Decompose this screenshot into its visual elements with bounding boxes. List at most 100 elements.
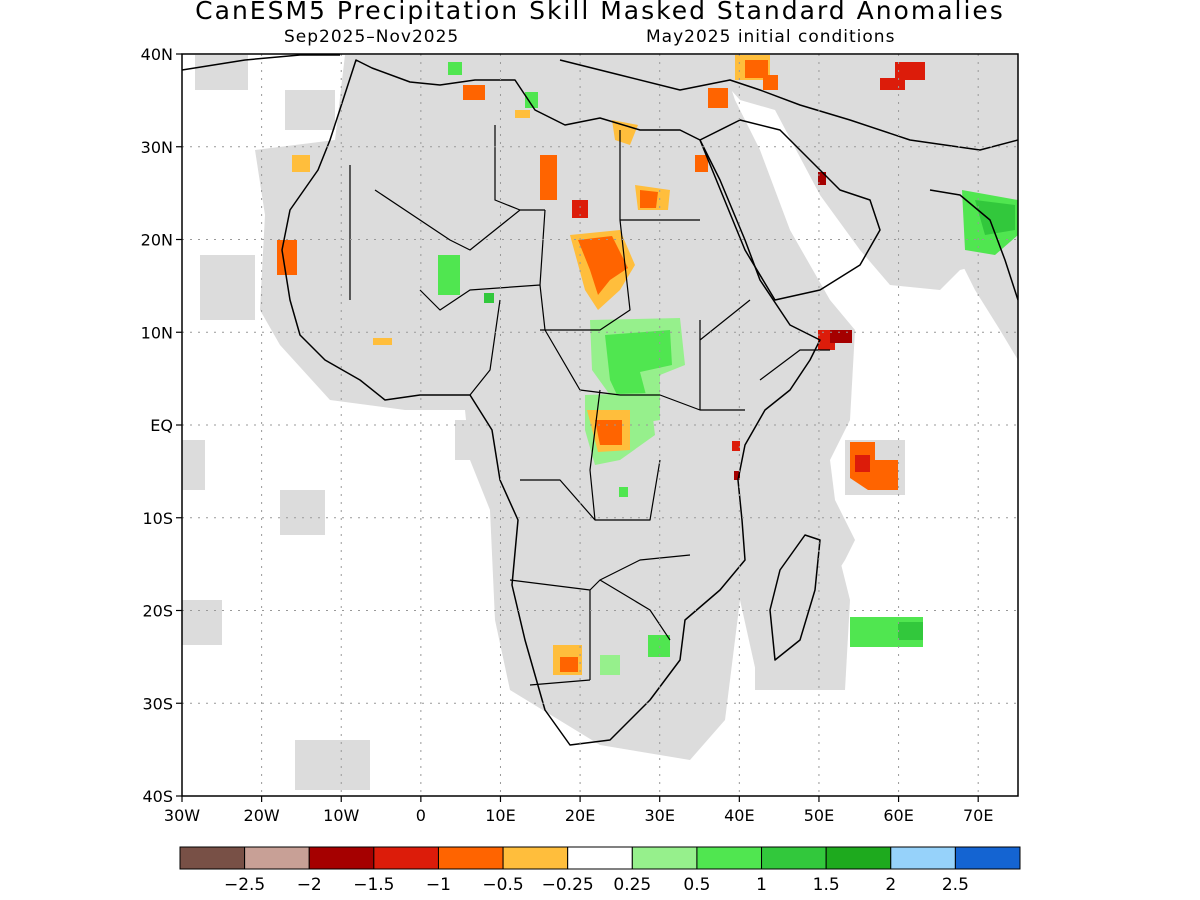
axis-ticks bbox=[176, 53, 979, 802]
patch-caucasus bbox=[763, 75, 778, 90]
patch-kenya bbox=[732, 441, 740, 451]
colorbar-swatch bbox=[244, 846, 310, 870]
patch-sudan bbox=[578, 236, 628, 295]
colorbar-swatch bbox=[890, 846, 956, 870]
africa-coastline bbox=[281, 59, 821, 746]
colorbar-label: −0.25 bbox=[542, 875, 594, 895]
patch-indian-ocean bbox=[855, 455, 870, 472]
patch-congo-basin bbox=[595, 420, 622, 445]
colorbar-label: 1.5 bbox=[813, 875, 840, 895]
patch-south-sudan bbox=[605, 330, 672, 412]
madagascar-coastline bbox=[769, 534, 821, 661]
patch-tunisia bbox=[515, 110, 530, 118]
lon-tick-label: 30E bbox=[644, 806, 674, 825]
map-gridlines bbox=[182, 54, 1018, 796]
colorbar-label: 0.25 bbox=[613, 875, 651, 895]
anomaly-patches bbox=[277, 55, 1018, 675]
patch-zimbabwe bbox=[648, 635, 670, 657]
patch-egypt bbox=[640, 190, 658, 208]
patch-west-africa bbox=[277, 240, 297, 275]
madeira-masked bbox=[285, 90, 335, 130]
colorbar-swatch bbox=[373, 846, 439, 870]
patch-turkey bbox=[745, 60, 768, 78]
lon-tick-label: 10W bbox=[323, 806, 359, 825]
longitude-labels: 30W 20W 10W 0 10E 20E 30E 40E 50E 60E 70E bbox=[164, 806, 994, 825]
patch-somalia bbox=[830, 330, 852, 343]
lon-tick-label: 70E bbox=[963, 806, 993, 825]
colorbar-label: −2.5 bbox=[224, 875, 265, 895]
patch-gulf bbox=[818, 172, 826, 185]
lon-tick-label: 60E bbox=[883, 806, 913, 825]
europe-mideast-masked bbox=[700, 55, 1018, 290]
lat-tick-label: 30S bbox=[142, 694, 173, 713]
colorbar-label: 2.5 bbox=[942, 875, 969, 895]
st-helena-masked bbox=[182, 600, 222, 645]
lat-tick-label: EQ bbox=[150, 416, 173, 435]
lat-tick-label: 30N bbox=[141, 138, 173, 157]
colorbar-swatch bbox=[696, 846, 763, 870]
patch-nigeria bbox=[484, 293, 494, 303]
colorbar-swatch bbox=[179, 846, 246, 870]
lon-tick-label: 10E bbox=[485, 806, 515, 825]
patch-ivory-coast bbox=[373, 338, 392, 345]
colorbar-swatch bbox=[761, 846, 827, 870]
patch-levant bbox=[708, 88, 728, 108]
canaries-masked bbox=[200, 255, 255, 320]
coastlines bbox=[182, 54, 1018, 746]
lat-tick-label: 20S bbox=[142, 602, 173, 621]
patch-namibia bbox=[560, 657, 578, 672]
ascension-masked bbox=[455, 420, 500, 460]
lon-tick-label: 20W bbox=[244, 806, 280, 825]
europe-coastline bbox=[182, 54, 1018, 151]
lat-tick-label: 20N bbox=[141, 231, 173, 250]
initial-conditions: May2025 initial conditions bbox=[646, 27, 896, 47]
colorbar-label: −2 bbox=[297, 875, 322, 895]
map-title: CanESM5 Precipitation Skill Masked Stand… bbox=[195, 0, 1005, 25]
patch-congo-south bbox=[619, 487, 628, 497]
colorbar-swatch bbox=[502, 846, 569, 870]
lat-tick-label: 10N bbox=[141, 323, 173, 342]
patch-libya bbox=[612, 120, 638, 145]
lon-tick-label: 40E bbox=[724, 806, 754, 825]
latitude-labels: 40N 30N 20N 10N EQ 10S 20S 30S 40S bbox=[141, 45, 173, 806]
madagascar-masked bbox=[755, 520, 850, 690]
colorbar-label: −1 bbox=[426, 875, 451, 895]
patch-iran bbox=[880, 78, 905, 90]
lon-tick-label: 30W bbox=[164, 806, 200, 825]
colorbar-labels: −2.5 −2 −1.5 −1 −0.5 −0.25 0.25 0.5 1 1.5 2 2.5 bbox=[224, 875, 969, 895]
patch-tunisia-north bbox=[525, 92, 538, 108]
colorbar-label: −1.5 bbox=[353, 875, 394, 895]
colorbar-label: −0.5 bbox=[482, 875, 523, 895]
colorbar-swatch bbox=[437, 846, 504, 870]
patch-india bbox=[975, 200, 1015, 235]
colorbar-swatch bbox=[954, 846, 1021, 870]
lon-tick-label: 0 bbox=[416, 806, 426, 825]
india-coastline bbox=[929, 189, 1018, 301]
lat-tick-label: 40N bbox=[141, 45, 173, 64]
colorbar-swatch bbox=[825, 846, 892, 870]
patch-chad bbox=[540, 155, 557, 200]
colorbar-swatch bbox=[308, 846, 375, 870]
colorbar-swatch bbox=[631, 846, 698, 870]
south-atlantic-masked bbox=[295, 740, 370, 790]
colorbar-label: 0.5 bbox=[683, 875, 710, 895]
colorbar-label: 1 bbox=[756, 875, 767, 895]
patch-mali bbox=[438, 255, 460, 295]
patch-indian-ocean bbox=[850, 442, 898, 490]
arabia-coastline bbox=[699, 119, 881, 301]
patch-mascarene bbox=[898, 622, 923, 640]
colorbar-swatch bbox=[567, 846, 633, 870]
colorbar-label: 2 bbox=[885, 875, 896, 895]
patch-botswana bbox=[600, 655, 620, 675]
iberia-masked bbox=[195, 55, 248, 90]
patch-chad bbox=[572, 200, 588, 218]
patch-nile bbox=[695, 155, 708, 172]
lon-tick-label: 50E bbox=[804, 806, 834, 825]
patch-maghreb bbox=[448, 62, 462, 75]
lon-tick-label: 20E bbox=[565, 806, 595, 825]
forecast-period: Sep2025–Nov2025 bbox=[284, 27, 460, 47]
lat-tick-label: 10S bbox=[142, 509, 173, 528]
colorbar bbox=[179, 846, 1021, 870]
africa-masked bbox=[255, 55, 855, 760]
